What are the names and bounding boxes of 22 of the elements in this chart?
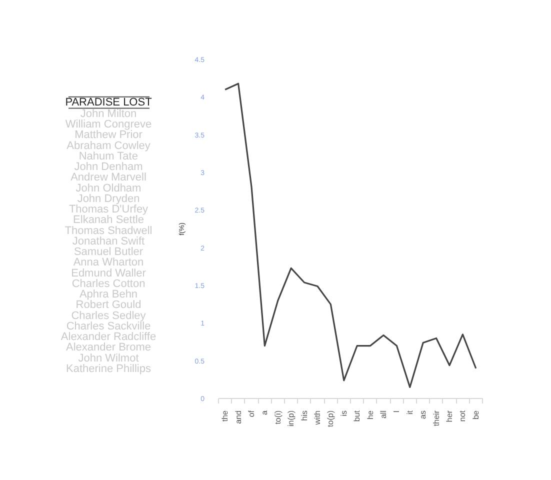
x-tick-label: in(p) — [286, 410, 296, 427]
x-tick-label: it — [405, 410, 414, 414]
x-tick-label: to(i) — [273, 410, 282, 424]
x-tick-label: he — [366, 410, 375, 420]
x-tick-label: is — [339, 410, 348, 416]
line-series — [224, 82, 477, 388]
x-tick-label: but — [352, 410, 362, 422]
x-tick-label: with — [313, 410, 322, 426]
x-tick-label: not — [458, 410, 468, 422]
x-tick-label: and — [234, 410, 243, 424]
x-tick-label: I — [392, 410, 402, 413]
x-tick-label: their — [432, 410, 441, 426]
x-tick-label: as — [418, 410, 428, 419]
x-tick-label: his — [300, 410, 309, 421]
x-tick-label: of — [247, 410, 256, 418]
x-tick-label: to(p) — [326, 410, 336, 427]
x-tick-label: a — [260, 410, 270, 415]
x-tick-label: her — [445, 410, 454, 422]
x-tick-label: the — [220, 410, 230, 422]
x-tick-label: all — [379, 410, 388, 419]
text: PARADISE LOST — [65, 96, 152, 109]
x-tick-label: be — [471, 410, 480, 420]
